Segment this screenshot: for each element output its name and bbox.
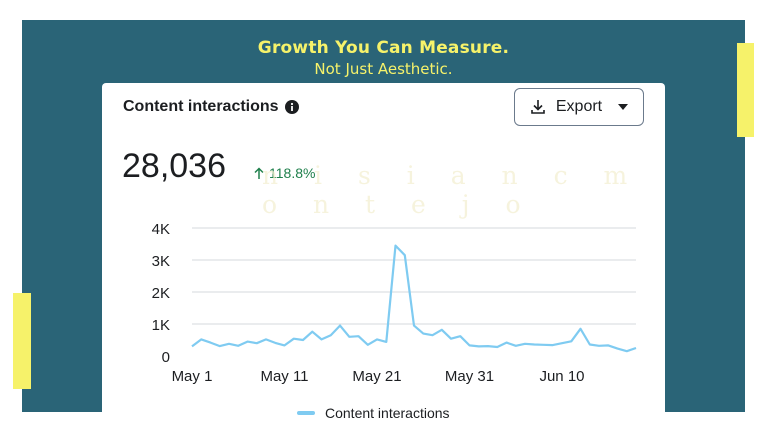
x-tick-label: May 1 bbox=[172, 368, 213, 385]
x-tick-label: May 31 bbox=[445, 368, 494, 385]
headline: Growth You Can Measure. Not Just Aesthet… bbox=[22, 38, 745, 78]
headline-title: Growth You Can Measure. bbox=[257, 38, 510, 58]
arrow-up-icon bbox=[254, 167, 264, 179]
content-interactions-card: Content interactions Export 28,036 118.8… bbox=[102, 83, 665, 443]
x-tick-label: May 21 bbox=[352, 368, 401, 385]
y-tick-label: 1K bbox=[152, 317, 170, 334]
accent-bar-right bbox=[737, 43, 754, 137]
metric-value: 28,036 bbox=[122, 147, 226, 185]
info-icon[interactable] bbox=[284, 100, 299, 114]
headline-subtitle: Not Just Aesthetic. bbox=[314, 60, 453, 78]
chart-legend[interactable]: Content interactions bbox=[297, 405, 450, 421]
y-tick-label: 4K bbox=[152, 221, 170, 238]
legend-swatch bbox=[297, 411, 315, 415]
x-tick-label: Jun 10 bbox=[539, 368, 584, 385]
accent-bar-left bbox=[13, 293, 31, 389]
series-line bbox=[191, 244, 637, 353]
export-button[interactable]: Export bbox=[514, 88, 644, 126]
legend-label: Content interactions bbox=[325, 405, 450, 421]
caret-down-icon bbox=[618, 104, 629, 110]
export-label: Export bbox=[555, 98, 603, 115]
x-tick-label: May 11 bbox=[260, 368, 308, 385]
y-tick-label: 0 bbox=[162, 349, 170, 366]
y-tick-label: 3K bbox=[152, 253, 170, 270]
card-title: Content interactions bbox=[123, 98, 279, 115]
line-chart: 0 1K 2K 3K 4K May 1 May 11 May 21 May 31 Jun 10 bbox=[152, 221, 637, 385]
download-icon bbox=[531, 100, 545, 114]
metric-delta: 118.8% bbox=[254, 165, 315, 181]
delta-text: 118.8% bbox=[269, 165, 316, 181]
card-title-row: Content interactions bbox=[123, 98, 299, 116]
y-tick-label: 2K bbox=[152, 285, 170, 302]
